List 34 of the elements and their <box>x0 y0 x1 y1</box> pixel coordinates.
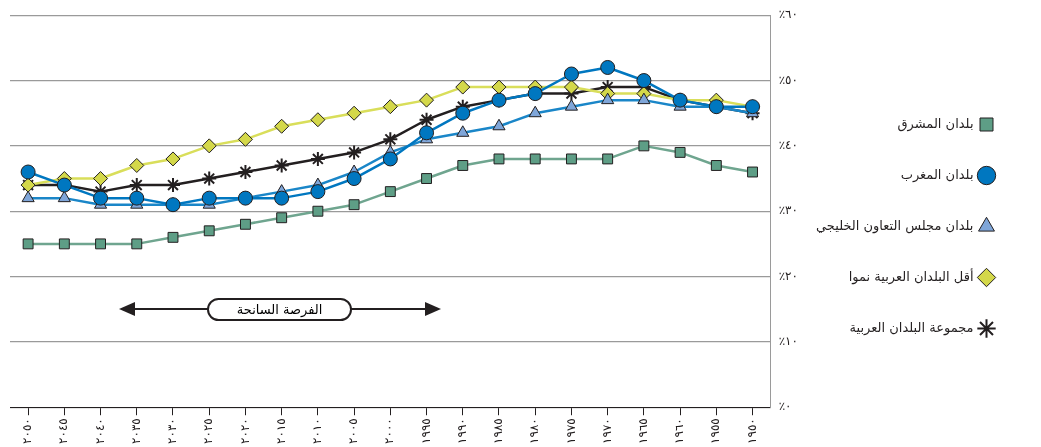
y-tick-label: ٪٥٠ <box>778 72 798 87</box>
y-tick-label: ٪١٠ <box>778 334 798 349</box>
x-tick-label: ١٩٧٥ <box>563 418 578 444</box>
x-tick-label: ١٩٦٥ <box>636 418 651 444</box>
x-tick-label: ١٩٨٠ <box>527 418 542 444</box>
y-tick-label: ٪٢٠ <box>778 268 798 283</box>
x-tick-label: ١٩٥٠ <box>744 418 759 444</box>
x-tick-label: ٢٠٠٠ <box>382 418 397 444</box>
legend-label: أقل البلدان العربية نموا <box>848 267 974 285</box>
x-tick-label: ١٩٧٠ <box>599 418 614 444</box>
annotation: الفرصة السانحة <box>206 297 353 321</box>
y-tick-label: ٪٦٠ <box>778 7 798 22</box>
x-tick-label: ٢٠٥٠ <box>20 418 35 444</box>
legend-label: بلدان المشرق <box>897 115 974 132</box>
x-tick-label: ١٩٩٥ <box>418 418 433 444</box>
x-tick-label: ٢٠٤٥ <box>56 418 71 444</box>
x-tick-label: ١٩٦٠ <box>672 418 687 444</box>
y-tick-label: ٪٠ <box>778 399 792 414</box>
x-tick-label: ٢٠١٥ <box>273 418 288 444</box>
x-tick-label: ٢٠٠٥ <box>346 418 361 444</box>
x-tick-label: ٢٠٣٠ <box>165 418 180 444</box>
x-tick-label: ٢٠١٠ <box>310 418 325 444</box>
y-tick-label: ٪٤٠ <box>778 138 798 152</box>
legend-label: بلدان مجلس التعاون الخليجي <box>815 217 974 234</box>
x-tick-label: ٢٠٢٠ <box>237 418 252 444</box>
x-tick-label: ٢٠٤٠ <box>92 418 107 444</box>
x-tick-label: ٢٠٢٥ <box>201 418 216 444</box>
x-tick-label: ١٩٩٠ <box>454 418 469 444</box>
x-tick-label: ١٩٥٥ <box>708 418 723 444</box>
x-tick-label: ١٩٨٥ <box>491 418 506 444</box>
legend-label: بلدان المغرب <box>900 166 974 183</box>
y-tick-label: ٪٣٠ <box>778 203 798 218</box>
x-tick-label: ٢٠٣٥ <box>128 418 143 444</box>
legend-label: مجموعة البلدان العربية <box>849 319 974 336</box>
